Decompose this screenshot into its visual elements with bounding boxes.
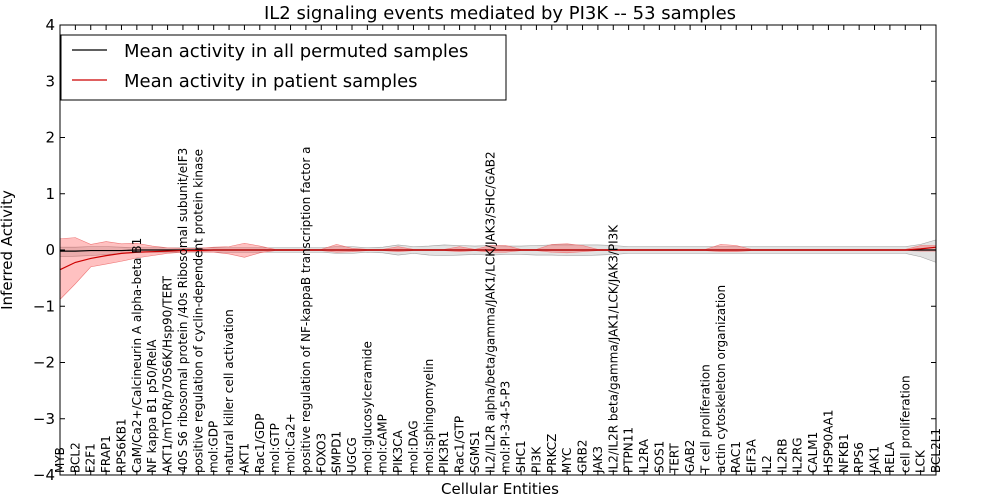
x-category-label: PI3K xyxy=(529,446,543,473)
x-category-label: MYB xyxy=(53,447,67,473)
x-category-label: mol:sphingomyelin xyxy=(422,359,436,473)
x-category-label: HSP90AA1 xyxy=(821,409,835,473)
x-category-label: RELA xyxy=(883,441,897,473)
x-category-label: cell proliferation xyxy=(898,375,912,473)
x-category-label: IL2/IL2R beta/gamma/JAK1/LCK/JAK3/PI3K xyxy=(606,224,620,473)
x-category-label: PRKCZ xyxy=(545,434,559,473)
x-category-label: positive regulation of cyclin-dependent … xyxy=(191,149,205,473)
x-category-label: CaM/Ca2+/Calcineurin A alpha-beta B1 xyxy=(130,238,144,473)
x-category-label: NFKB1 xyxy=(837,433,851,473)
legend: Mean activity in all permuted samples Me… xyxy=(60,34,507,101)
x-category-label: mol:Ca2+ xyxy=(284,413,298,473)
x-category-label: LCK xyxy=(914,449,928,473)
y-tick-label: 0 xyxy=(45,241,55,259)
x-category-label: mol:GTP xyxy=(268,423,282,473)
x-category-label: actin cytoskeleton organization xyxy=(714,285,728,473)
y-tick-label: 1 xyxy=(45,185,55,203)
x-category-label: PIK3CA xyxy=(391,429,405,473)
y-tick-label: −4 xyxy=(33,466,55,484)
line-series-1 xyxy=(59,246,937,271)
y-axis-title: Inferred Activity xyxy=(0,190,16,310)
legend-label-permuted: Mean activity in all permuted samples xyxy=(124,41,468,62)
x-category-label: positive regulation of NF-kappaB transcr… xyxy=(299,147,313,473)
x-category-label: RPS6 xyxy=(852,442,866,473)
x-category-label: IL2RG xyxy=(791,437,805,473)
x-category-label: IL2RB xyxy=(775,439,789,473)
x-category-label: mol:DAG xyxy=(406,420,420,473)
y-tick-label: 3 xyxy=(45,72,55,90)
x-category-label: PTPN11 xyxy=(622,427,636,473)
x-category-label: 40S S6 ribosomal protein /40s Ribosomal … xyxy=(176,148,190,473)
x-category-label: AKT1 xyxy=(237,443,251,473)
x-category-label: IL2/IL2R alpha/beta/gamma/JAK1/LCK/JAK3/… xyxy=(483,151,497,473)
x-category-label: GAB2 xyxy=(683,440,697,473)
x-category-label: NF kappa B1 p50/RelA xyxy=(145,339,159,473)
x-category-label: MYC xyxy=(560,448,574,473)
x-category-label: mol:GDP xyxy=(207,421,221,473)
x-category-label: CALM1 xyxy=(806,432,820,473)
x-category-label: mol:glucosylceramide xyxy=(360,341,374,473)
y-tick-label: 2 xyxy=(45,129,55,147)
legend-box xyxy=(60,34,507,101)
x-category-label: FOXO3 xyxy=(314,433,328,473)
x-category-label: PIK3R1 xyxy=(437,431,451,473)
x-category-label: AKT1/mTOR/p70S6K/Hsp90/TERT xyxy=(161,275,175,473)
x-category-label: JAK3 xyxy=(591,446,605,474)
x-category-label: natural killer cell activation xyxy=(222,309,236,473)
y-tick-label: −3 xyxy=(33,410,55,428)
x-category-label: SMPD1 xyxy=(330,431,344,473)
x-category-label: FRAP1 xyxy=(99,435,113,473)
y-tick-label: 4 xyxy=(45,16,55,34)
x-category-label: EIF3A xyxy=(745,438,759,473)
x-category-label: IL2RA xyxy=(637,438,651,473)
x-category-label: SGMS1 xyxy=(468,430,482,473)
x-category-label: E2F1 xyxy=(84,443,98,473)
legend-label-patient: Mean activity in patient samples xyxy=(124,71,418,92)
y-tick-label: −1 xyxy=(33,297,55,315)
x-axis-title: Cellular Entities xyxy=(441,480,559,498)
chart-title: IL2 signaling events mediated by PI3K --… xyxy=(264,3,736,24)
x-category-label: GRB2 xyxy=(576,439,590,473)
x-category-label: T cell proliferation xyxy=(698,364,712,474)
x-category-label: BCL2 xyxy=(68,442,82,473)
x-category-label: RAC1 xyxy=(729,441,743,473)
x-category-label: SOS1 xyxy=(652,441,666,473)
x-category-label: JAK1 xyxy=(868,446,882,474)
x-category-label: mol:PI-3-4-5-P3 xyxy=(499,381,513,473)
x-category-label: UGCG xyxy=(345,437,359,473)
x-category-label: TERT xyxy=(668,443,682,474)
x-category-label: BCL2L1 xyxy=(929,428,943,473)
x-category-label: SHC1 xyxy=(514,440,528,473)
x-category-label: Rac1/GDP xyxy=(253,414,267,473)
x-category-label: IL2 xyxy=(760,455,774,473)
x-category-label: mol:cAMP xyxy=(376,414,390,473)
y-tick-label: −2 xyxy=(33,354,55,372)
x-category-label: Rac1/GTP xyxy=(453,416,467,473)
x-category-label: RPS6KB1 xyxy=(114,418,128,473)
